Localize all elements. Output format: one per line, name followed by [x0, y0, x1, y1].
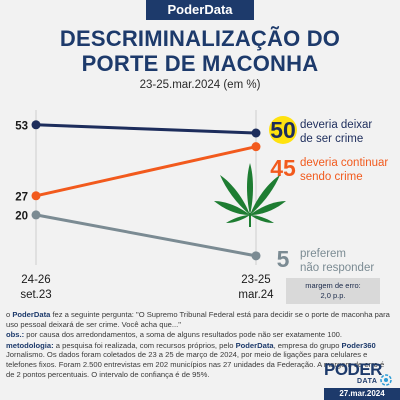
note-text: a pesquisa foi realizada, com recursos p… — [53, 340, 236, 350]
note-text: por causa dos arredondamentos, a soma de… — [24, 330, 343, 340]
value-label-start-1: 27 — [15, 191, 28, 203]
x-tick-label-0-line2: set.23 — [20, 289, 51, 301]
note-label: obs.: — [6, 330, 25, 340]
note-text: fez a seguinte pergunta: "O Supremo Trib… — [6, 310, 390, 329]
cannabis-leaf-icon — [214, 163, 286, 227]
title-line-2: PORTE DE MACONHA — [81, 51, 319, 76]
series-name-0-line2: de ser crime — [300, 133, 363, 145]
point-start-0 — [31, 120, 41, 130]
brand-tag: PoderData — [146, 0, 254, 20]
value-label-end-1: 45 — [270, 155, 296, 181]
point-end-0 — [251, 128, 261, 138]
note-brand: PoderData — [12, 310, 51, 319]
series-name-2-line2: não responder — [300, 262, 374, 274]
publish-date: 27.mar.2024 — [324, 388, 400, 400]
point-start-1 — [31, 191, 41, 201]
series-line-0 — [35, 123, 257, 135]
note-text: Jornalismo. Os dados foram coletados de … — [6, 350, 385, 379]
title-line-1: DESCRIMINALIZAÇÃO DO — [59, 26, 341, 51]
value-label-start-2: 20 — [15, 210, 28, 222]
chart-subtitle: 23-25.mar.2024 (em %) — [139, 79, 261, 91]
point-end-2 — [251, 251, 261, 261]
note-text: , empresa do grupo — [273, 340, 342, 350]
note-brand: Poder360 — [341, 340, 376, 350]
note-brand: PoderData — [235, 340, 274, 350]
methodology-notes: o PoderData fez a seguinte pergunta: "O … — [6, 310, 394, 380]
logo-swirl-icon — [380, 374, 392, 386]
series-line-2 — [35, 213, 257, 258]
margin-of-error-box: margem de erro: 2,0 p.p. — [286, 278, 380, 304]
logo-word: PODER — [324, 360, 382, 379]
margin-label: margem de erro: — [305, 281, 361, 290]
logo-sub: DATA — [357, 378, 378, 385]
series-line-1 — [35, 145, 257, 198]
value-label-end-2: 5 — [277, 246, 290, 272]
note-text: o — [6, 310, 13, 319]
series-layer: 53 50 deveria deixar de ser crime 27 45 deveri… — [15, 116, 388, 274]
x-tick-label-1: 23-25 — [241, 274, 270, 286]
x-tick-label-0: 24-26 — [21, 274, 50, 286]
question-note: o PoderData fez a seguinte pergunta: "O … — [6, 310, 394, 329]
series-name-0: deveria deixar — [300, 119, 372, 131]
obs-note: obs.: por causa dos arredondamentos, a s… — [6, 330, 394, 340]
x-axis-labels: 24-26 set.23 23-25 mar.24 — [20, 274, 274, 301]
x-tick-label-1-line2: mar.24 — [238, 289, 274, 301]
series-name-1: deveria continuar — [300, 157, 388, 169]
value-label-start-0: 53 — [15, 120, 28, 132]
value-label-end-0: 50 — [270, 117, 296, 143]
series-name-1-line2: sendo crime — [300, 171, 363, 183]
series-name-2: preferem — [300, 248, 346, 260]
point-end-1 — [251, 142, 261, 152]
highlight-circle — [269, 116, 297, 144]
chart-title: DESCRIMINALIZAÇÃO DO PORTE DE MACONHA — [0, 26, 400, 76]
point-start-2 — [31, 210, 41, 220]
method-note: metodologia: a pesquisa foi realizada, c… — [6, 341, 394, 379]
poderdata-logo: PODER DATA — [324, 360, 394, 386]
margin-value: 2,0 p.p. — [320, 291, 346, 300]
note-label: metodologia: — [6, 340, 54, 350]
